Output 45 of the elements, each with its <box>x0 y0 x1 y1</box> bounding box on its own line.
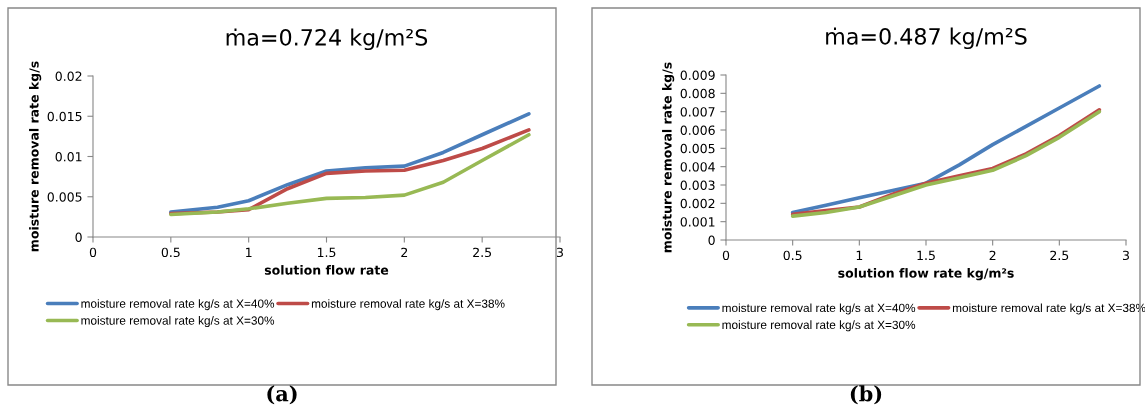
legend-label: moisture removal rate kg/s at X=30% <box>81 316 275 328</box>
x-tick-label: 3 <box>556 247 563 258</box>
x-tick-label: 0.5 <box>783 250 802 261</box>
x-tick-label: 2 <box>401 247 408 257</box>
chart-title: ṁa=0.724 kg/m²S <box>226 28 428 51</box>
x-tick-label: 1 <box>856 250 863 260</box>
y-tick-label: 0.009 <box>680 70 715 80</box>
y-tick-label: 0.003 <box>680 180 715 190</box>
line-series <box>169 112 531 214</box>
y-tick-label: 0.006 <box>680 125 715 135</box>
y-tick-label: 0.015 <box>47 111 82 122</box>
legend-label: moisture removal rate kg/s at X=38% <box>311 299 505 311</box>
y-tick-label: 0.004 <box>680 162 715 172</box>
y-axis-title: moisture removal rate kg/s <box>29 61 42 252</box>
x-tick-label: 0 <box>722 250 730 261</box>
y-tick-label: 0 <box>708 235 715 245</box>
x-tick-label: 1.5 <box>317 247 336 258</box>
y-tick-label: 0.007 <box>680 107 715 117</box>
y-tick-label: 0.02 <box>55 71 82 81</box>
y-tick-label: 0.002 <box>680 198 715 209</box>
legend-label: moisture removal rate kg/s at X=40% <box>722 303 916 315</box>
x-tick-label: 2.5 <box>473 247 492 258</box>
y-tick-label: 0.01 <box>55 151 82 162</box>
text: (b) <box>850 385 882 405</box>
x-axis-title: solution flow rate <box>264 265 389 275</box>
x-axis-title: solution flow rate kg/m²s <box>838 268 1014 281</box>
x-tick-label: 3 <box>1122 250 1129 261</box>
x-tick-label: 1 <box>246 247 252 257</box>
x-tick-label: 0.5 <box>161 247 180 258</box>
x-tick-label: 2 <box>989 250 996 260</box>
chart-title: ṁa=0.487 kg/m²S <box>826 27 1027 50</box>
x-tick-label: 1.5 <box>917 250 935 261</box>
y-tick-label: 0.005 <box>47 192 82 202</box>
y-axis-title: moisture removal rate kg/s <box>662 62 675 253</box>
text: (a) <box>267 385 297 405</box>
legend-label: moisture removal rate kg/s at X=40% <box>81 299 275 311</box>
y-tick-label: 0.008 <box>680 88 715 99</box>
legend-label: moisture removal rate kg/s at X=38% <box>952 303 1145 315</box>
legend-label: moisture removal rate kg/s at X=30% <box>722 320 916 332</box>
x-tick-label: 0 <box>89 247 97 258</box>
line-series <box>790 84 1102 215</box>
y-tick-label: 0.005 <box>680 143 715 154</box>
y-tick-label: 0 <box>75 232 82 242</box>
y-tick-label: 0.001 <box>680 217 715 227</box>
x-tick-label: 2.5 <box>1050 250 1069 261</box>
